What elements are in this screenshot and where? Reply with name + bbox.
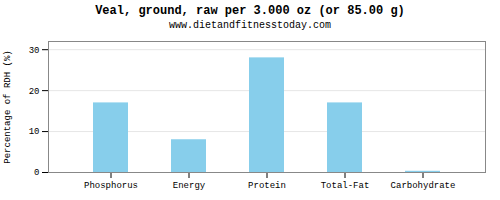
svg-text:Energy: Energy [173,181,206,191]
svg-text:Protein: Protein [248,181,286,191]
svg-text:0: 0 [34,168,39,178]
svg-text:20: 20 [29,87,40,97]
svg-text:Carbohydrate: Carbohydrate [391,181,456,191]
html-text:Veal, ground, raw per 3.000 oz: Veal, ground, raw per 3.000 oz (or 85.00… [95,4,405,18]
svg-text:Phosphorus: Phosphorus [84,181,138,191]
html-text:www.dietandfitnesstoday.com: www.dietandfitnesstoday.com [169,20,331,31]
svg-text:Percentage of RDH (%): Percentage of RDH (%) [3,50,13,163]
svg-text:30: 30 [29,46,40,56]
svg-text:Total-Fat: Total-Fat [321,181,370,191]
svg-text:10: 10 [29,127,40,137]
